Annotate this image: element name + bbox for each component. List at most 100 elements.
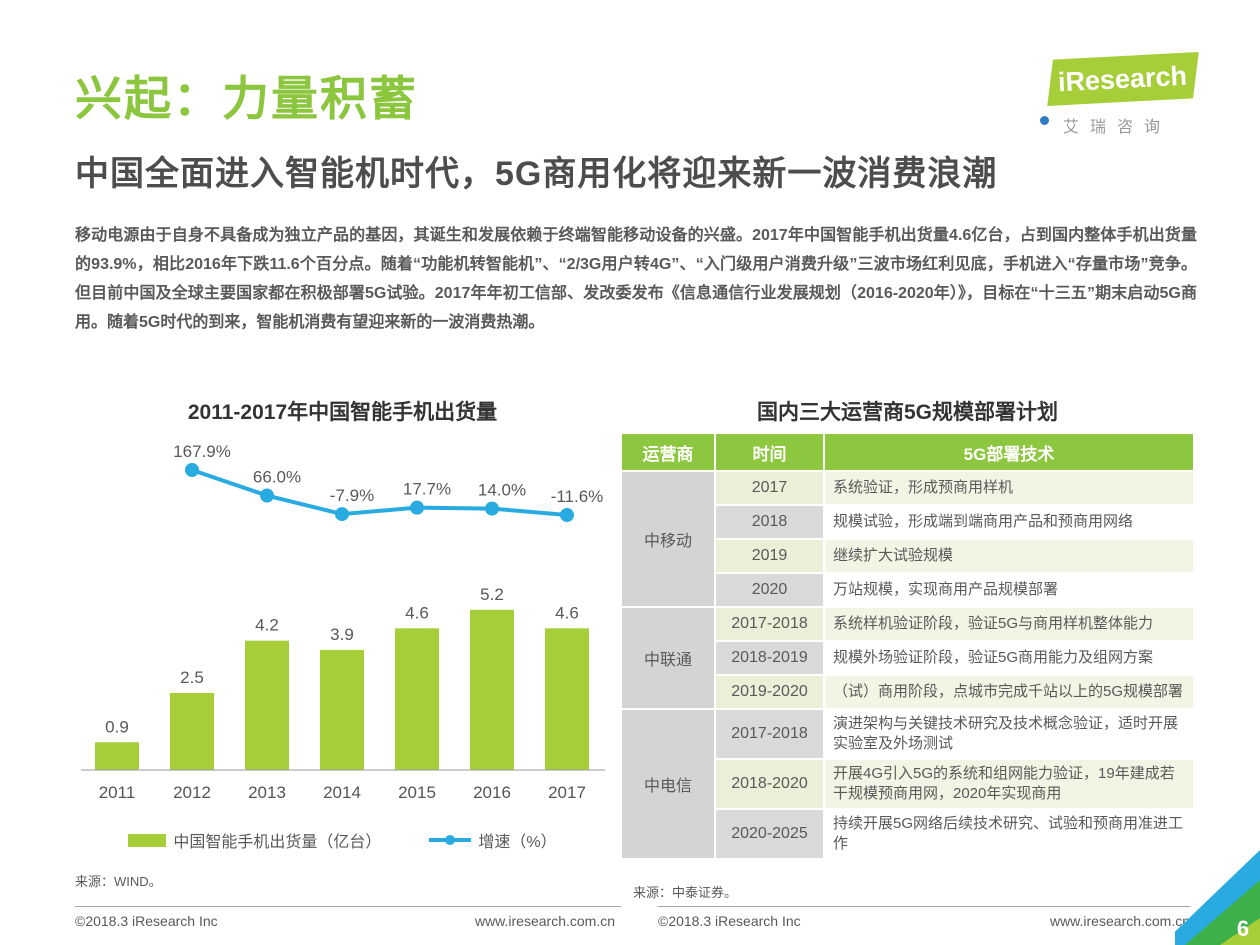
footer-left: ©2018.3 iResearch Inc www.iresearch.com.… bbox=[75, 913, 615, 929]
deployment-table: 运营商 时间 5G部署技术 中移动 2017 系统验证，形成预商用样机 2018 规模试… bbox=[620, 432, 1195, 860]
bar-value-label: 3.9 bbox=[330, 625, 354, 644]
tech-cell: （试）商用阶段，点城市完成千站以上的5G规模部署 bbox=[823, 674, 1195, 710]
tech-cell: 规模试验，形成端到端商用产品和预商用网络 bbox=[823, 504, 1195, 540]
table-row: 2020 万站规模，实现商用产品规模部署 bbox=[621, 572, 1195, 608]
col-header-tech: 5G部署技术 bbox=[823, 432, 1195, 472]
iresearch-logo: iResearch 艾瑞咨询 bbox=[1032, 51, 1202, 137]
table-header-row: 运营商 时间 5G部署技术 bbox=[620, 432, 1195, 472]
page-title: 兴起：力量积蓄 bbox=[75, 72, 418, 125]
table-row: 2018 规模试验，形成端到端商用产品和预商用网络 bbox=[621, 504, 1195, 540]
tech-cell: 继续扩大试验规模 bbox=[823, 538, 1195, 574]
time-cell: 2017-2018 bbox=[714, 606, 825, 642]
table-row: 2020-2025 持续开展5G网络后续技术研究、试验和预商用准进工作 bbox=[621, 808, 1195, 860]
bar-2014 bbox=[320, 649, 364, 770]
x-tick-label: 2016 bbox=[473, 783, 511, 802]
growth-value-label: -11.6% bbox=[551, 487, 604, 506]
bar-2017 bbox=[545, 628, 589, 770]
smartphone-shipments-chart: 0.9 2011 2.5 2012 4.2 2013 3.9 2014 4.6 2015 5.2 20… bbox=[81, 442, 605, 802]
chart-title: 2011-2017年中国智能手机出货量 bbox=[187, 401, 498, 424]
page-subtitle: 中国全面进入智能机时代，5G商用化将迎来新一波消费浪潮 bbox=[75, 155, 998, 193]
growth-point bbox=[185, 463, 199, 477]
corner-green-triangle bbox=[1185, 880, 1260, 945]
x-tick-label: 2012 bbox=[173, 783, 211, 802]
growth-value-label: 17.7% bbox=[403, 480, 451, 499]
bar-value-label: 4.6 bbox=[555, 603, 579, 622]
growth-value-label: -7.9% bbox=[330, 486, 374, 505]
table-row: 2018-2020 开展4G引入5G的系统和组网能力验证，19年建成若干规模预商用… bbox=[621, 758, 1195, 810]
operator-cell: 中联通 bbox=[620, 606, 716, 710]
bar-value-label: 5.2 bbox=[480, 585, 504, 604]
operator-cell: 中电信 bbox=[620, 708, 716, 860]
x-tick-label: 2017 bbox=[548, 783, 586, 802]
bar-2012 bbox=[170, 693, 214, 770]
table-title: 国内三大运营商5G规模部署计划 bbox=[756, 401, 1058, 424]
deployment-table-body: 中移动 2017 系统验证，形成预商用样机 2018 规模试验，形成端到端商用产品和预商… bbox=[620, 470, 1195, 860]
time-cell: 2020 bbox=[714, 572, 825, 608]
tech-cell: 规模外场验证阶段，验证5G商用能力及组网方案 bbox=[823, 640, 1195, 676]
bar-value-label: 4.6 bbox=[405, 603, 429, 622]
legend-item-growth: 增速（%） bbox=[429, 828, 557, 852]
time-cell: 2019 bbox=[714, 538, 825, 574]
tech-cell: 开展4G引入5G的系统和组网能力验证，19年建成若干规模预商用网，2020年实现… bbox=[823, 758, 1195, 810]
logo-wordmark: iResearch bbox=[1057, 60, 1189, 97]
table-row: 2018-2019 规模外场验证阶段，验证5G商用能力及组网方案 bbox=[621, 640, 1195, 676]
x-tick-label: 2011 bbox=[99, 783, 136, 802]
chart-legend: 中国智能手机出货量（亿台） 增速（%） bbox=[75, 828, 610, 852]
time-cell: 2020-2025 bbox=[714, 808, 825, 860]
tech-cell: 系统样机验证阶段，验证5G与商用样机整体能力 bbox=[823, 606, 1195, 642]
growth-line bbox=[191, 468, 568, 517]
legend-label-growth: 增速（%） bbox=[478, 834, 557, 851]
table-row: 中电信 2017-2018 演进架构与关键技术研究及技术概念验证，适时开展实验室及外… bbox=[620, 708, 1195, 860]
site-url-left: www.iresearch.com.cn bbox=[474, 913, 615, 929]
growth-point bbox=[410, 500, 424, 515]
page-number: 6 bbox=[1237, 916, 1249, 941]
footer-divider-right bbox=[658, 906, 1190, 907]
bar-value-label: 4.2 bbox=[255, 616, 279, 635]
table-row: 2019 继续扩大试验规模 bbox=[621, 538, 1195, 574]
footer-divider-left bbox=[75, 906, 621, 907]
time-cell: 2019-2020 bbox=[714, 674, 825, 710]
growth-point bbox=[485, 501, 499, 516]
bar-2011 bbox=[95, 742, 139, 770]
tech-cell: 万站规模，实现商用产品规模部署 bbox=[823, 572, 1195, 608]
time-cell: 2017-2018 bbox=[714, 708, 825, 760]
bar-2015 bbox=[395, 628, 439, 770]
growth-point bbox=[260, 488, 274, 503]
time-cell: 2018-2020 bbox=[714, 758, 825, 810]
logo-banner: iResearch bbox=[1047, 51, 1199, 107]
bar-2013 bbox=[245, 640, 289, 770]
x-tick-label: 2015 bbox=[398, 783, 436, 802]
growth-point bbox=[335, 507, 349, 522]
logo-caption: 艾瑞咨询 bbox=[1062, 119, 1171, 136]
tech-cell: 系统验证，形成预商用样机 bbox=[823, 470, 1195, 506]
bar-value-label: 0.9 bbox=[105, 717, 129, 736]
table-source: 来源：中泰证券。 bbox=[633, 885, 738, 900]
col-header-operator: 运营商 bbox=[620, 432, 716, 472]
bar-2016 bbox=[470, 609, 514, 770]
bar-value-label: 2.5 bbox=[180, 668, 204, 687]
growth-value-label: 14.0% bbox=[478, 481, 526, 500]
footer-right: ©2018.3 iResearch Inc www.iresearch.com.… bbox=[658, 913, 1190, 929]
table-row: 中联通 2017-2018 系统样机验证阶段，验证5G与商用样机整体能力 bbox=[620, 606, 1195, 710]
legend-label-shipments: 中国智能手机出货量（亿台） bbox=[173, 834, 382, 851]
site-url-right: www.iresearch.com.cn bbox=[1049, 913, 1190, 929]
operator-cell: 中移动 bbox=[620, 470, 716, 608]
corner-lightgreen-triangle bbox=[1220, 918, 1260, 945]
chart-source: 来源：WIND。 bbox=[75, 874, 162, 889]
time-cell: 2018-2019 bbox=[714, 640, 825, 676]
col-header-time: 时间 bbox=[714, 432, 825, 472]
tech-cell: 演进架构与关键技术研究及技术概念验证，适时开展实验室及外场测试 bbox=[823, 708, 1195, 760]
page-number-badge: 6 bbox=[1175, 850, 1260, 945]
tech-cell: 持续开展5G网络后续技术研究、试验和预商用准进工作 bbox=[823, 808, 1195, 860]
time-cell: 2017 bbox=[714, 470, 825, 506]
table-row: 2019-2020 （试）商用阶段，点城市完成千站以上的5G规模部署 bbox=[621, 674, 1195, 710]
x-tick-label: 2014 bbox=[323, 783, 361, 802]
logo-i-dot-icon bbox=[1040, 116, 1049, 125]
table-row: 中移动 2017 系统验证，形成预商用样机 bbox=[620, 470, 1195, 608]
body-paragraph: 移动电源由于自身不具备成为独立产品的基因，其诞生和发展依赖于终端智能移动设备的兴… bbox=[75, 227, 1197, 331]
copyright-right: ©2018.3 iResearch Inc bbox=[658, 913, 801, 929]
time-cell: 2018 bbox=[714, 504, 825, 540]
copyright-left: ©2018.3 iResearch Inc bbox=[75, 913, 218, 929]
legend-item-shipments: 中国智能手机出货量（亿台） bbox=[128, 828, 381, 852]
